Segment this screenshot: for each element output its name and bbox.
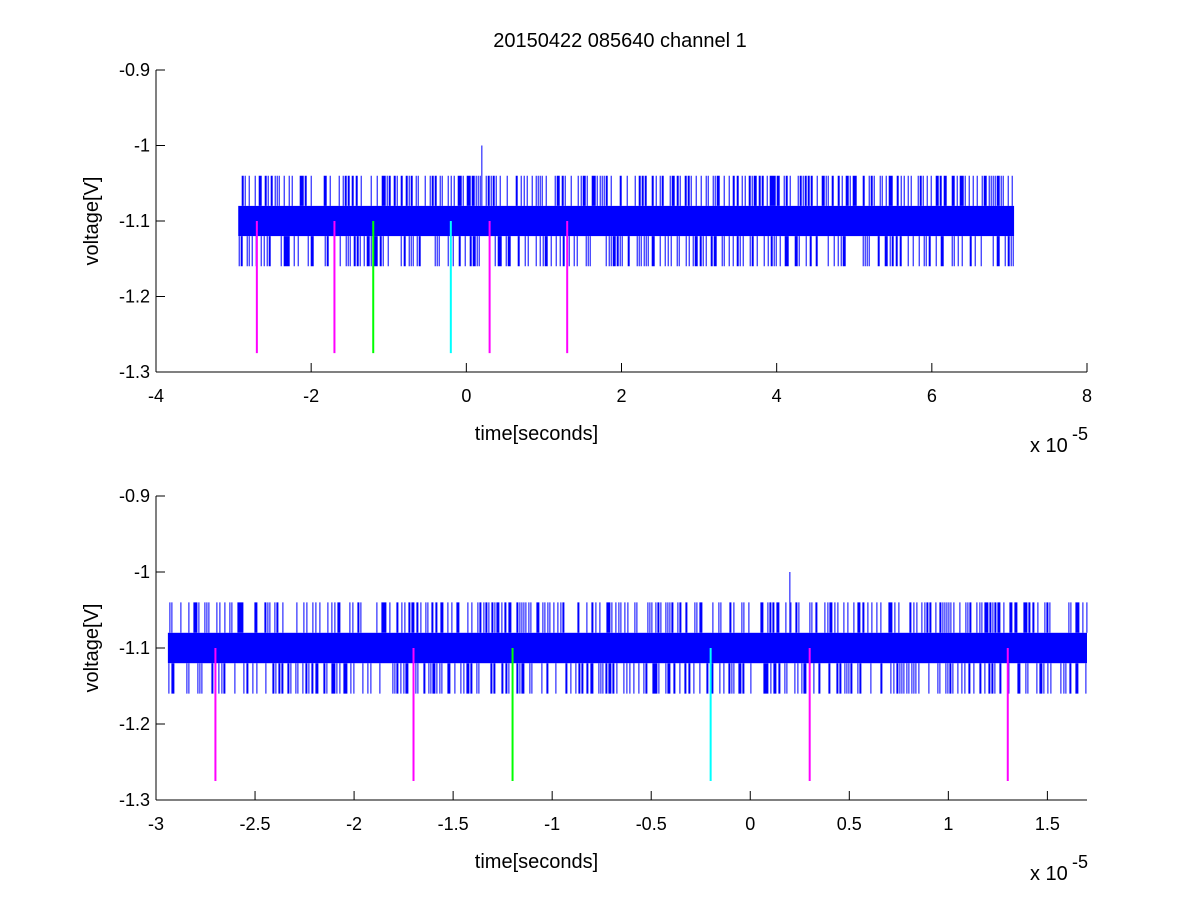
x-tick-label: -2 xyxy=(346,814,362,834)
x-tick-label: 0 xyxy=(461,386,471,406)
y-tick-label: -1.1 xyxy=(119,211,150,231)
noise-band xyxy=(167,632,1087,664)
x-tick-label: -4 xyxy=(148,386,164,406)
x-exponent-power: -5 xyxy=(1072,424,1088,444)
noise-spikes xyxy=(238,175,1014,267)
x-exponent-power: -5 xyxy=(1072,852,1088,872)
x-tick-label: 0 xyxy=(745,814,755,834)
y-tick-label: -0.9 xyxy=(119,60,150,80)
x-tick-label: 2 xyxy=(616,386,626,406)
y-axis-label: voltage[V] xyxy=(81,177,103,266)
x-tick-label: -2.5 xyxy=(240,814,271,834)
y-tick-label: -0.9 xyxy=(119,486,150,506)
y-axis-label: voltage[V] xyxy=(81,604,103,693)
axes-top: -4 -2 0 2 4 6 8 -1.3 -1.2 -1.1 -1 -0.9 time[seconds]… xyxy=(81,60,1092,457)
noise-spikes xyxy=(168,602,1088,694)
x-axis-label: time[seconds] xyxy=(475,851,598,873)
series-noise-0 xyxy=(238,145,1015,267)
x-tick-label: 0.5 xyxy=(837,814,862,834)
axes-bottom: -3 -2.5 -2 -1.5 -1 -0.5 0 0.5 1 1.5 -1.3 -1.2 -1.1 -1… xyxy=(81,486,1088,885)
x-tick-label: 6 xyxy=(927,386,937,406)
y-tick-label: -1.3 xyxy=(119,362,150,382)
x-tick-label: 1 xyxy=(943,814,953,834)
series-noise-0 xyxy=(167,572,1088,694)
x-tick-label: 4 xyxy=(772,386,782,406)
chart-title: 20150422 085640 channel 1 xyxy=(493,30,747,52)
y-tick-label: -1.3 xyxy=(119,790,150,810)
x-tick-label: -1.5 xyxy=(438,814,469,834)
x-tick-label: -1 xyxy=(544,814,560,834)
noise-band xyxy=(238,205,1015,237)
y-tick-label: -1 xyxy=(134,136,150,156)
x-exponent-label: x 10 xyxy=(1030,435,1068,457)
x-tick-label: -3 xyxy=(148,814,164,834)
x-axis-label: time[seconds] xyxy=(475,423,598,445)
x-tick-label: -0.5 xyxy=(636,814,667,834)
x-tick-label: 8 xyxy=(1082,386,1092,406)
x-exponent-label: x 10 xyxy=(1030,863,1068,885)
y-tick-label: -1.1 xyxy=(119,638,150,658)
x-tick-label: 1.5 xyxy=(1035,814,1060,834)
y-tick-label: -1 xyxy=(134,562,150,582)
x-tick-label: -2 xyxy=(303,386,319,406)
y-tick-label: -1.2 xyxy=(119,714,150,734)
y-tick-label: -1.2 xyxy=(119,287,150,307)
